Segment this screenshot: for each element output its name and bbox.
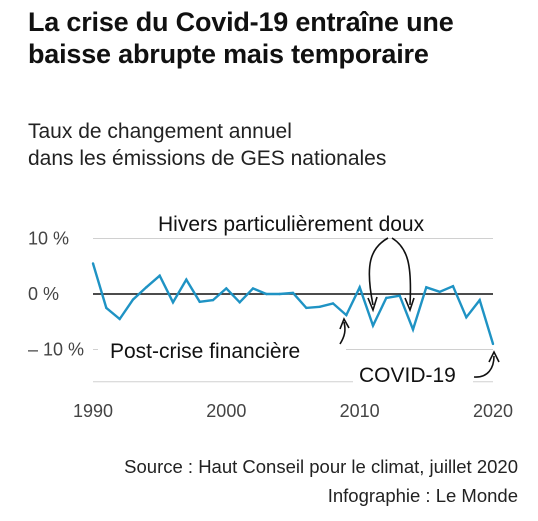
- data-point: [425, 286, 428, 289]
- annotation-bg-covid: [353, 361, 473, 387]
- y-tick-label: – 10 %: [28, 340, 84, 360]
- x-tick-label: 2000: [206, 401, 246, 421]
- subtitle-line-1: Taux de changement annuel: [28, 120, 292, 143]
- data-point: [331, 302, 335, 305]
- annotation-layer: Hivers particulièrement doux Post-crise …: [98, 209, 500, 387]
- subtitle-line-2: dans les émissions de GES nationales: [28, 147, 387, 170]
- data-point: [478, 298, 481, 302]
- data-point: [198, 300, 201, 303]
- data-point: [411, 328, 415, 331]
- data-point: [305, 306, 308, 310]
- data-point: [225, 287, 228, 290]
- data-point: [358, 286, 361, 289]
- annotation-arrowhead-postcrise: [339, 317, 350, 330]
- data-point: [131, 298, 135, 301]
- x-tick-label: 2010: [340, 401, 380, 421]
- data-point: [158, 274, 161, 277]
- data-point: [145, 286, 148, 289]
- data-point: [105, 306, 108, 310]
- annotation-arrowhead-covid: [488, 350, 500, 363]
- annotation-arrow-postcrise: [339, 321, 346, 345]
- data-point: [345, 313, 348, 317]
- annotation-postcrise: Post-crise financière: [110, 340, 300, 363]
- series-line: [91, 263, 495, 345]
- data-point: [265, 292, 268, 296]
- data-point: [238, 301, 241, 304]
- annotation-arrow-hivers-2014: [391, 237, 412, 306]
- chart-subtitle: Taux de changement annuel dans les émiss…: [28, 118, 528, 172]
- annotation-bg-hivers: [146, 209, 498, 237]
- annotation-arrow-covid: [473, 355, 495, 378]
- y-tick-label: 0 %: [28, 284, 59, 304]
- data-point: [451, 285, 455, 288]
- credit-note: Infographie : Le Monde: [327, 485, 518, 506]
- x-tick-label: 1990: [73, 401, 113, 421]
- x-axis-ticks: 1990 2000 2010 2020: [73, 401, 513, 421]
- data-point: [491, 342, 495, 346]
- data-point: [185, 278, 188, 281]
- annotation-covid: COVID-19: [359, 364, 456, 387]
- data-point: [465, 316, 468, 319]
- data-point: [91, 262, 95, 265]
- annotation-arrowhead-hivers-2014: [404, 297, 415, 313]
- data-point: [385, 296, 388, 300]
- data-point: [318, 305, 321, 308]
- y-tick-label: 10 %: [28, 229, 69, 249]
- data-point: [438, 290, 441, 293]
- data-point: [398, 294, 401, 297]
- data-point: [171, 301, 175, 304]
- chart-title: La crise du Covid-19 entraîne une baisse…: [28, 7, 454, 69]
- data-point: [118, 317, 121, 321]
- annotation-arrowhead-hivers-2011: [367, 296, 378, 313]
- x-tick-label: 2020: [473, 401, 513, 421]
- line-chart: 10 % 0 % – 10 % Hivers particulièrement do…: [28, 209, 514, 421]
- annotation-arrow-hivers-2011: [368, 237, 389, 306]
- annotation-hivers: Hivers particulièrement doux: [158, 213, 425, 236]
- data-point: [371, 324, 375, 327]
- data-point: [278, 292, 281, 296]
- source-note: Source : Haut Conseil pour le climat, ju…: [124, 456, 518, 477]
- annotation-bg-postcrise: [98, 337, 346, 363]
- series-layer: [91, 262, 495, 346]
- data-point: [251, 287, 255, 290]
- data-point: [211, 298, 215, 302]
- data-point: [291, 291, 295, 295]
